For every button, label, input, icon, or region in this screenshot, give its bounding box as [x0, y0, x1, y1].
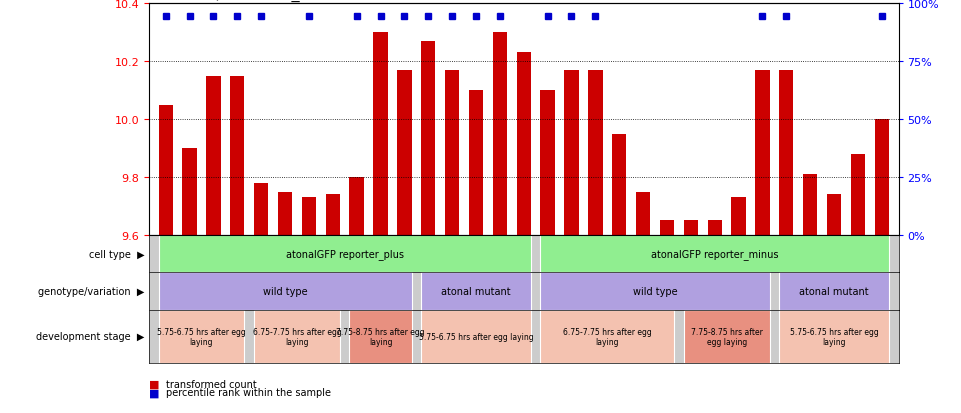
- Bar: [278, 192, 292, 235]
- Text: 6.75-7.75 hrs after egg
laying: 6.75-7.75 hrs after egg laying: [563, 327, 652, 346]
- Bar: [421, 273, 530, 310]
- Bar: [159, 310, 244, 363]
- Bar: [254, 183, 268, 235]
- Bar: [350, 310, 411, 363]
- Bar: [779, 71, 794, 235]
- Bar: [230, 76, 244, 235]
- Text: wild type: wild type: [632, 286, 678, 296]
- Bar: [183, 149, 197, 235]
- Text: cell type  ▶: cell type ▶: [88, 249, 144, 259]
- Bar: [564, 71, 579, 235]
- Bar: [374, 33, 387, 235]
- Bar: [540, 235, 889, 273]
- Text: atonalGFP reporter_minus: atonalGFP reporter_minus: [651, 249, 778, 259]
- Bar: [517, 53, 530, 235]
- Bar: [588, 71, 603, 235]
- Text: transformed count: transformed count: [166, 379, 257, 389]
- Text: atonal mutant: atonal mutant: [800, 286, 869, 296]
- Bar: [421, 42, 435, 235]
- Text: 7.75-8.75 hrs after egg
laying: 7.75-8.75 hrs after egg laying: [336, 327, 425, 346]
- Text: percentile rank within the sample: percentile rank within the sample: [166, 387, 332, 397]
- Bar: [254, 310, 340, 363]
- Bar: [612, 134, 627, 235]
- Bar: [159, 273, 411, 310]
- Text: GDS3854 / 1632815_at: GDS3854 / 1632815_at: [149, 0, 316, 2]
- Text: 5.75-6.75 hrs after egg
laying: 5.75-6.75 hrs after egg laying: [790, 327, 878, 346]
- Bar: [803, 175, 818, 235]
- Text: 5.75-6.75 hrs after egg laying: 5.75-6.75 hrs after egg laying: [419, 332, 533, 341]
- Bar: [540, 273, 770, 310]
- Bar: [755, 71, 770, 235]
- Bar: [469, 91, 483, 235]
- Text: development stage  ▶: development stage ▶: [36, 332, 144, 342]
- Bar: [445, 71, 459, 235]
- Bar: [683, 221, 698, 235]
- Bar: [159, 105, 173, 235]
- Bar: [493, 33, 507, 235]
- Bar: [683, 310, 770, 363]
- Bar: [350, 178, 364, 235]
- Bar: [826, 195, 841, 235]
- Bar: [159, 235, 530, 273]
- Text: 7.75-8.75 hrs after
egg laying: 7.75-8.75 hrs after egg laying: [691, 327, 763, 346]
- Bar: [326, 195, 340, 235]
- Bar: [660, 221, 674, 235]
- Text: atonalGFP reporter_plus: atonalGFP reporter_plus: [285, 249, 404, 259]
- Text: 5.75-6.75 hrs after egg
laying: 5.75-6.75 hrs after egg laying: [157, 327, 246, 346]
- Text: 6.75-7.75 hrs after egg
laying: 6.75-7.75 hrs after egg laying: [253, 327, 341, 346]
- Text: atonal mutant: atonal mutant: [441, 286, 511, 296]
- Bar: [779, 310, 889, 363]
- Bar: [636, 192, 651, 235]
- Bar: [875, 120, 889, 235]
- Bar: [779, 273, 889, 310]
- Text: ■: ■: [149, 379, 160, 389]
- Text: genotype/variation  ▶: genotype/variation ▶: [37, 286, 144, 296]
- Bar: [421, 310, 530, 363]
- Bar: [731, 198, 746, 235]
- Bar: [850, 154, 865, 235]
- Bar: [540, 91, 554, 235]
- Text: ■: ■: [149, 387, 160, 397]
- Bar: [397, 71, 411, 235]
- Bar: [707, 221, 722, 235]
- Bar: [207, 76, 221, 235]
- Bar: [302, 198, 316, 235]
- Text: wild type: wild type: [262, 286, 308, 296]
- Bar: [540, 310, 674, 363]
